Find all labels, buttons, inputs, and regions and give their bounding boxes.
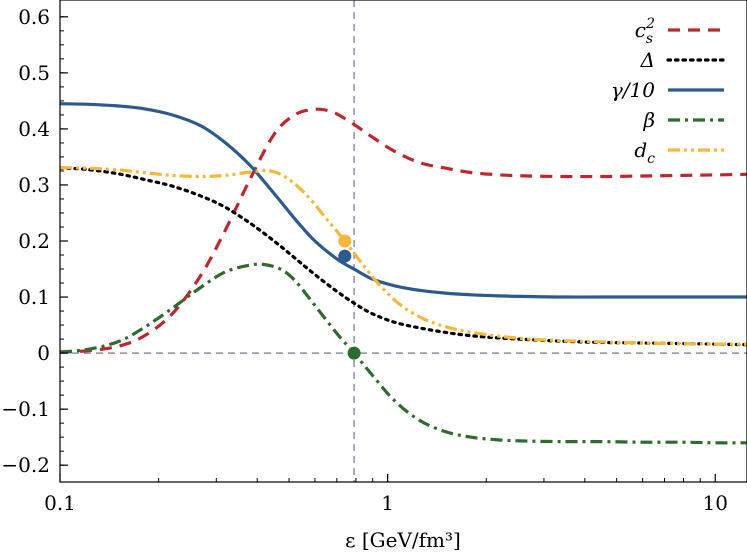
legend-label-base: γ/10 bbox=[611, 78, 655, 102]
y-tick-label: 0.1 bbox=[18, 285, 50, 309]
y-tick-label: 0.2 bbox=[18, 229, 50, 253]
x-tick-label: 0.1 bbox=[44, 491, 76, 515]
legend-label-superscript: 2 bbox=[645, 16, 655, 32]
legend-entry-s: β bbox=[642, 108, 724, 132]
y-tick-label: 0 bbox=[37, 341, 50, 365]
tick-layer: 0.1 1 10 0.6 0.5 0.4 0.3 0.2 0.1 0 −0.1 −0.2 bbox=[1, 5, 728, 515]
marker-layer bbox=[338, 234, 361, 360]
legend-label-subscript: s bbox=[646, 31, 653, 47]
series-line-s bbox=[60, 262, 747, 445]
y-tick-label: 0.3 bbox=[18, 173, 50, 197]
legend-entry-d-c: dc bbox=[634, 138, 724, 167]
x-tick-label: 1 bbox=[381, 491, 394, 515]
legend-label-base: β bbox=[642, 108, 655, 132]
series-line-10 bbox=[60, 102, 747, 299]
legend-label: cs2 bbox=[635, 16, 655, 47]
x-tick-label: 10 bbox=[703, 491, 728, 515]
legend-entry-s: Δ bbox=[640, 48, 726, 72]
legend-label-base: Δ bbox=[640, 48, 655, 72]
highlight-point bbox=[347, 346, 361, 360]
legend-entry-10: γ/10 bbox=[611, 78, 724, 102]
legend-entry-c-s-2: cs2 bbox=[635, 16, 724, 47]
y-tick-label: −0.2 bbox=[1, 453, 50, 477]
y-tick-label: 0.6 bbox=[18, 5, 50, 29]
legend-label: dc bbox=[634, 138, 655, 167]
highlight-point bbox=[338, 249, 352, 263]
y-tick-label: 0.4 bbox=[18, 117, 50, 141]
legend-label: γ/10 bbox=[611, 78, 655, 102]
reference-lines bbox=[60, 0, 747, 482]
series-line-c-s-2 bbox=[60, 107, 747, 354]
legend-label-subscript: c bbox=[647, 151, 655, 167]
highlight-point bbox=[338, 234, 352, 248]
legend-label: Δ bbox=[640, 48, 655, 72]
series-line-s bbox=[60, 166, 747, 347]
y-tick-label: −0.1 bbox=[1, 397, 50, 421]
series-line-d-c bbox=[60, 166, 747, 346]
legend-label-base: c bbox=[635, 18, 646, 42]
legend-label: β bbox=[642, 108, 655, 132]
x-axis-label: ε [GeV/fm³] bbox=[345, 528, 461, 552]
legend-label-base: d bbox=[634, 138, 647, 162]
y-tick-label: 0.5 bbox=[18, 61, 50, 85]
